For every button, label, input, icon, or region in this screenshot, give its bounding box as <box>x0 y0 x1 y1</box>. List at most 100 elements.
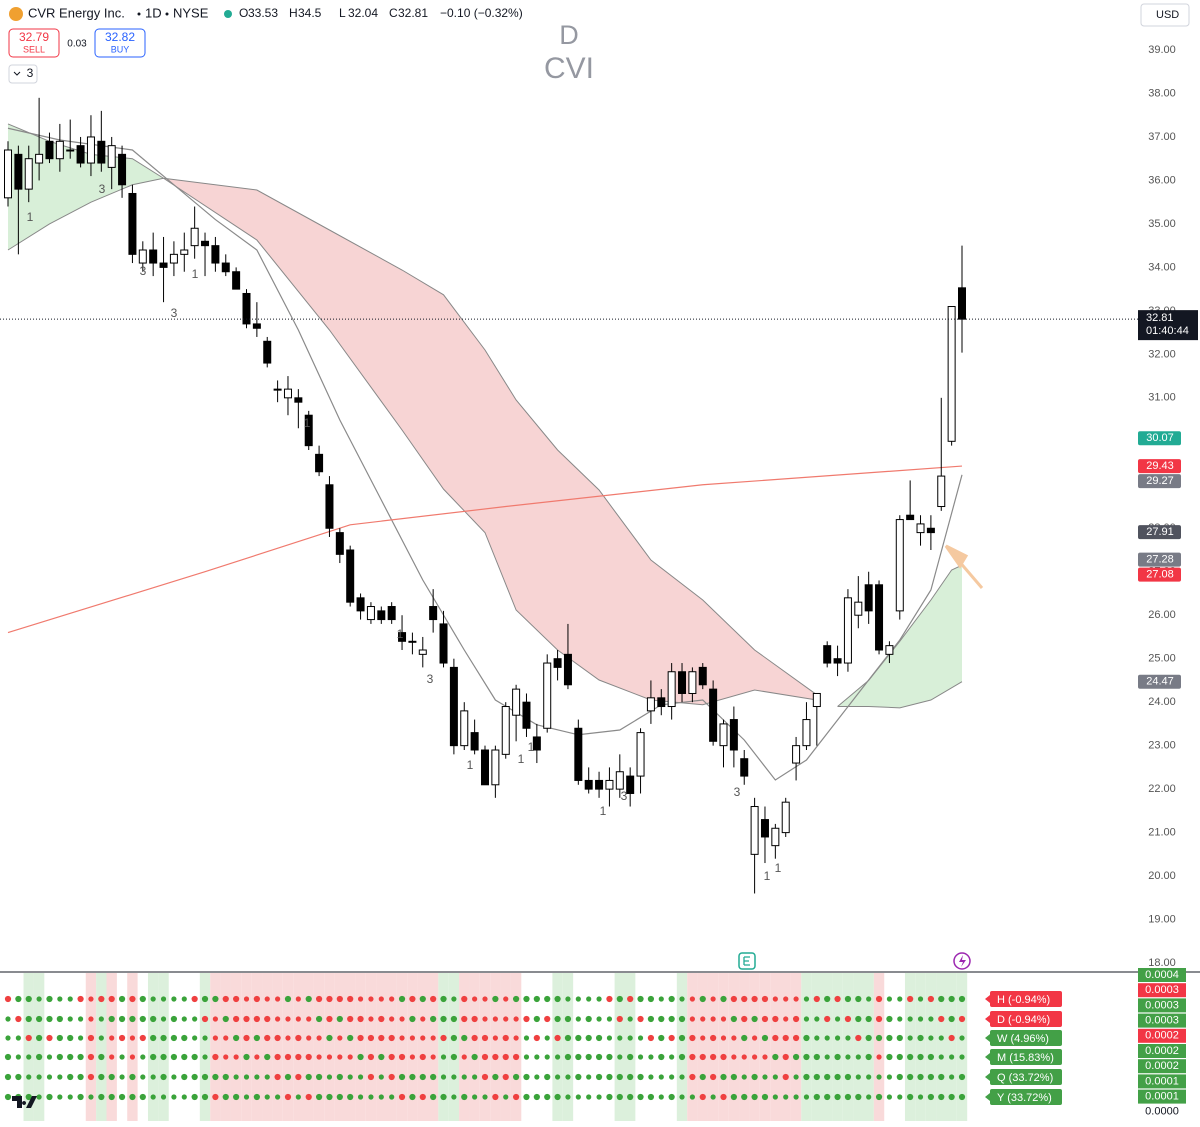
panel-dot <box>647 1015 655 1023</box>
panel-dot <box>223 1035 229 1041</box>
panel-dot <box>689 1016 695 1022</box>
panel-dot <box>751 1073 758 1081</box>
panel-dot <box>367 1073 375 1081</box>
panel-dot <box>762 1074 768 1080</box>
panel-dot <box>67 1053 74 1061</box>
band-upper-edge <box>837 564 963 707</box>
panel-dot <box>907 1093 914 1101</box>
currency[interactable]: USD <box>1156 9 1179 21</box>
watermark-interval: D <box>559 20 579 50</box>
panel-dot <box>492 1016 498 1022</box>
panel-dot <box>201 1015 209 1023</box>
panel-dot <box>844 1073 852 1081</box>
panel-dot <box>98 995 105 1003</box>
y-tick-label: 20.00 <box>1148 870 1176 882</box>
panel-dot <box>129 995 136 1003</box>
sell-button[interactable] <box>8 28 60 58</box>
candle-body <box>532 736 541 751</box>
panel-dot <box>409 1015 416 1023</box>
panel-dot <box>233 995 240 1003</box>
panel-dot <box>678 1015 686 1023</box>
panel-dot <box>419 995 426 1003</box>
panel-dot <box>647 1034 655 1042</box>
panel-label-pointer <box>985 1015 990 1023</box>
panel-axis-box <box>1138 1074 1186 1089</box>
panel-dot <box>783 1094 789 1100</box>
panel-dot <box>192 1035 198 1041</box>
panel-column <box>801 973 812 1121</box>
panel-dot <box>46 1054 53 1060</box>
y-tick-label: 32.00 <box>1148 348 1176 360</box>
panel-dot <box>886 1074 893 1080</box>
panel-dot <box>731 1035 737 1041</box>
candle-body <box>854 601 863 616</box>
panel-dot <box>36 996 42 1002</box>
panel-dot <box>284 995 292 1003</box>
panel-dot <box>772 996 778 1002</box>
panel-dot <box>741 1054 747 1060</box>
candle-body <box>678 671 687 694</box>
panel-dot <box>368 996 374 1002</box>
panel-column <box>707 973 719 1121</box>
buy-price[interactable]: 32.82 <box>105 30 135 44</box>
panel-column <box>614 973 626 1121</box>
candle-body <box>916 523 925 534</box>
panel-dot <box>565 1094 571 1100</box>
tradingview-logo[interactable] <box>12 1096 37 1108</box>
panel-dot <box>575 1073 582 1081</box>
candle-body <box>709 688 718 742</box>
buy-label[interactable]: BUY <box>111 44 130 54</box>
panel-dot <box>337 1054 343 1060</box>
panel-dot <box>741 1015 748 1023</box>
band-upper-edge <box>163 177 818 696</box>
sell-label[interactable]: SELL <box>23 44 45 54</box>
panel-dot <box>243 1053 250 1061</box>
panel-dot <box>761 995 769 1003</box>
panel-dot <box>958 995 966 1003</box>
panel-dot <box>378 1015 385 1023</box>
panel-dot <box>782 1034 789 1042</box>
panel-dot <box>57 1094 63 1100</box>
panel-dot <box>554 1054 561 1060</box>
candle-body <box>926 527 935 534</box>
panel-label-pointer <box>985 1053 990 1061</box>
panel-dot <box>108 1015 115 1023</box>
exchange: NYSE <box>173 5 209 20</box>
interval[interactable]: 1D <box>145 5 162 20</box>
buy-button[interactable] <box>94 28 146 58</box>
panel-column <box>510 973 522 1121</box>
indicator-toggle[interactable] <box>8 64 38 84</box>
panel-dot <box>824 1093 831 1101</box>
panel-dot <box>772 1094 778 1100</box>
panel-dot <box>461 1034 468 1042</box>
candle-body <box>522 701 531 729</box>
panel-column <box>790 973 802 1121</box>
last-price-box <box>1138 310 1198 341</box>
sell-price[interactable]: 32.79 <box>19 30 49 44</box>
panel-dot <box>430 1073 437 1081</box>
panel-dot <box>139 1093 146 1101</box>
panel-dot <box>36 1015 43 1023</box>
panel-label-box <box>990 1030 1062 1046</box>
panel-dot <box>212 1035 218 1041</box>
panel-dot <box>958 1015 966 1023</box>
symbol-name[interactable]: CVR Energy Inc. <box>28 5 125 20</box>
y-tick-label: 39.00 <box>1148 44 1176 56</box>
candle-body <box>221 262 230 273</box>
panel-dot <box>803 996 810 1002</box>
panel-dot <box>585 1053 592 1061</box>
indicator-count[interactable]: 3 <box>27 66 34 80</box>
panel-dot <box>917 1053 924 1061</box>
candle-body <box>128 192 137 255</box>
panel-dot <box>699 1053 706 1061</box>
panel-dot <box>730 1015 737 1023</box>
panel-dot <box>814 1035 820 1041</box>
panel-dot <box>201 1073 209 1081</box>
panel-dot <box>284 1093 292 1101</box>
panel-dot <box>388 1073 395 1081</box>
currency-button[interactable] <box>1140 3 1190 27</box>
panel-dot <box>46 1015 53 1023</box>
panel-dot <box>844 995 852 1003</box>
panel-dot <box>129 1073 136 1081</box>
panel-column <box>459 973 470 1121</box>
